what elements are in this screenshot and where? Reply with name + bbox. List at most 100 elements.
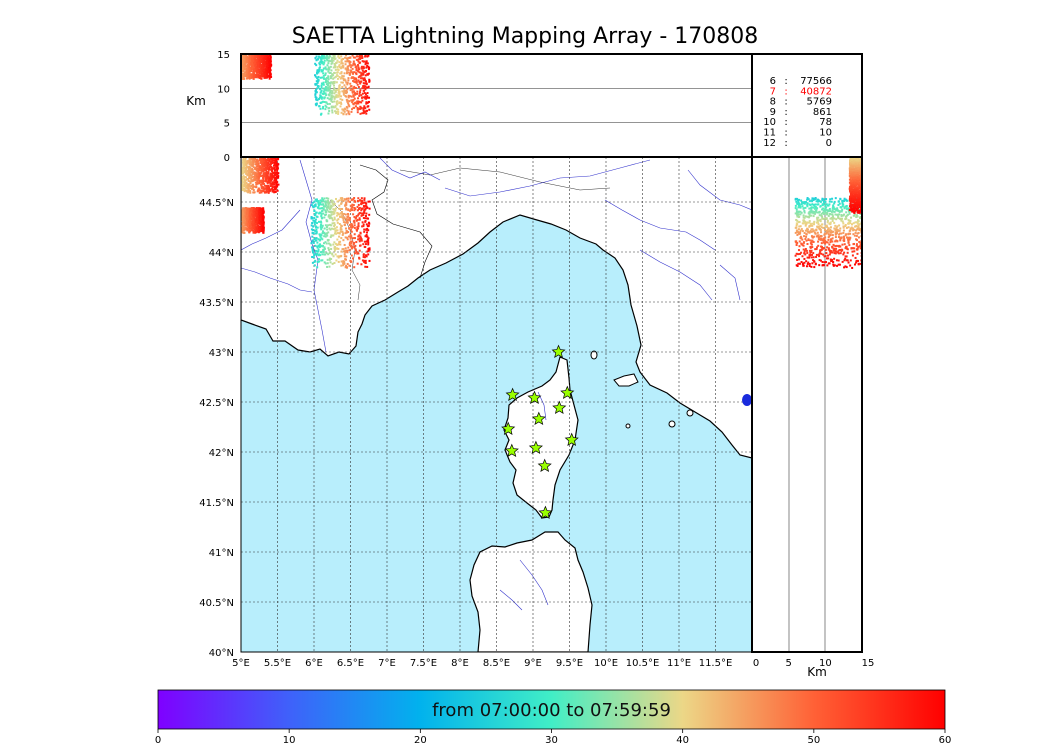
lightning-point (351, 198, 354, 201)
lightning-point (828, 213, 831, 216)
lightning-point (344, 236, 347, 239)
lightning-point (798, 262, 801, 265)
lightning-point (799, 225, 802, 228)
lightning-point (342, 239, 345, 242)
lightning-point (245, 60, 248, 63)
corsica-island (503, 356, 579, 519)
lightning-point (347, 110, 350, 113)
lightning-point (336, 71, 339, 74)
lightning-point (816, 216, 819, 219)
lightning-point (260, 187, 263, 190)
lightning-point (268, 70, 271, 73)
lightning-point (362, 216, 365, 219)
lightning-point (819, 224, 822, 227)
lightning-point (252, 191, 255, 194)
lightning-point (241, 183, 244, 186)
lightning-point (336, 100, 339, 103)
lightning-point (353, 226, 356, 229)
lightning-point (248, 216, 251, 219)
lightning-point (345, 264, 348, 267)
lightning-point (315, 230, 318, 233)
lightning-point (352, 243, 355, 246)
lightning-point (254, 213, 257, 216)
lightning-point (855, 216, 858, 219)
lightning-point (840, 213, 843, 216)
lightning-point (241, 227, 244, 230)
lightning-point (833, 217, 836, 220)
lightning-point (327, 199, 330, 202)
lightning-point (330, 94, 333, 97)
lightning-point (331, 210, 334, 213)
lightning-point (258, 181, 261, 184)
mainland-land (241, 157, 752, 459)
lightning-point (366, 95, 369, 98)
lightning-point (269, 54, 272, 57)
lightning-point (250, 184, 253, 187)
lightning-point (809, 253, 812, 256)
lightning-point (252, 158, 255, 161)
lightning-point (332, 255, 335, 258)
lightning-point (796, 211, 799, 214)
lightning-point (333, 97, 336, 100)
lightning-point (255, 58, 258, 61)
lightning-point (246, 219, 249, 222)
lightning-point (247, 213, 250, 216)
lightning-point (818, 219, 821, 222)
lightning-point (827, 236, 830, 239)
lightning-point (321, 92, 324, 95)
lightning-point (249, 177, 252, 180)
lightning-point (797, 216, 800, 219)
lightning-point (248, 59, 251, 62)
lightning-point (256, 173, 259, 176)
lightning-point (253, 207, 256, 210)
lightning-point (795, 226, 798, 229)
lightning-point (334, 65, 337, 68)
lightning-point (328, 54, 331, 57)
lightning-point (322, 81, 325, 84)
lightning-point (803, 216, 806, 219)
lightning-point (360, 72, 363, 75)
lightning-point (242, 213, 245, 216)
lightning-point (346, 251, 349, 254)
lightning-point (246, 76, 249, 79)
lightning-point (838, 211, 841, 214)
lightning-point (810, 249, 813, 252)
lightning-point (795, 244, 798, 247)
lightning-point (260, 191, 263, 194)
lightning-point (327, 81, 330, 84)
lightning-point (858, 240, 861, 243)
lightning-point (358, 240, 361, 243)
lightning-point (803, 211, 806, 214)
lightning-point (800, 228, 803, 231)
lightning-point (836, 240, 839, 243)
lightning-point (354, 248, 357, 251)
lightning-point (336, 219, 339, 222)
lightning-point (315, 64, 318, 67)
lon-alt-y-tick-label: 15 (217, 50, 230, 61)
lightning-point (275, 161, 278, 164)
lightning-point (253, 185, 256, 188)
lightning-point (249, 182, 252, 185)
lightning-point (325, 252, 328, 255)
lightning-point (255, 229, 258, 232)
lightning-point (365, 109, 368, 112)
lightning-point (327, 89, 330, 92)
lightning-point (326, 64, 329, 67)
lightning-point (832, 230, 835, 233)
lightning-point (316, 99, 319, 102)
lightning-point (358, 249, 361, 252)
map-x-tick-label: 10.5°E (626, 658, 660, 669)
lightning-point (269, 173, 272, 176)
lightning-point (352, 60, 355, 63)
lightning-point (245, 210, 248, 213)
lightning-point (809, 211, 812, 214)
lightning-point (858, 182, 861, 185)
lightning-point (348, 249, 351, 252)
lightning-point (357, 213, 360, 216)
lightning-point (323, 55, 326, 58)
lightning-point (241, 172, 244, 175)
lightning-point (250, 174, 253, 177)
lightning-point (265, 166, 268, 169)
lightning-point (805, 260, 808, 263)
lightning-point (848, 221, 851, 224)
